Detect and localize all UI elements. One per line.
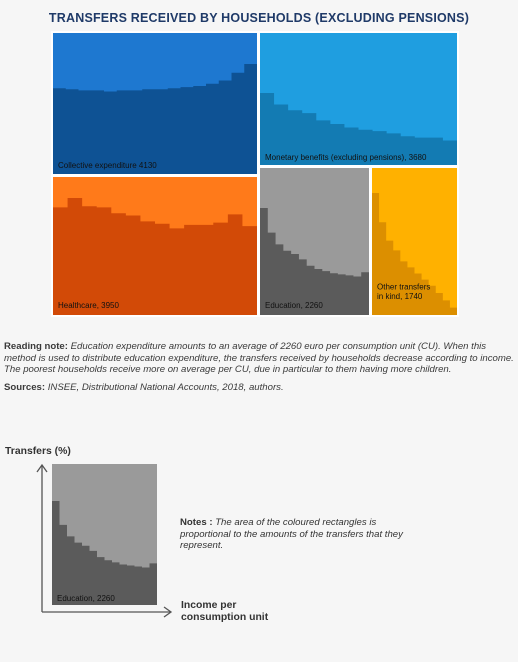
- reading-note-label: Reading note:: [4, 341, 68, 352]
- chart-title: TRANSFERS RECEIVED BY HOUSEHOLDS (EXCLUD…: [48, 11, 470, 25]
- block-label: Other transfers in kind, 1740: [377, 283, 430, 302]
- treemap-block-4: Other transfers in kind, 1740: [372, 168, 457, 315]
- distribution-profile: [372, 193, 457, 315]
- reading-note-text: Education expenditure amounts to an aver…: [4, 341, 514, 376]
- sources-text: INSEE, Distributional National Accounts,…: [47, 381, 284, 393]
- distribution-profile: [260, 93, 457, 165]
- legend-y-axis-label: Transfers (%): [5, 446, 71, 457]
- block-label: Monetary benefits (excluding pensions), …: [265, 153, 427, 162]
- reading-note: Reading note: Education expenditure amou…: [4, 341, 514, 376]
- treemap-chart: Collective expenditure 4130 Monetary bene…: [51, 31, 459, 317]
- block-label: Healthcare, 3950: [58, 301, 119, 310]
- sources-label: Sources:: [4, 381, 46, 393]
- sources-note: Sources: INSEE, Distributional National …: [4, 382, 514, 394]
- legend-note: Notes : The area of the coloured rectang…: [180, 517, 410, 552]
- legend-note-text: The area of the coloured rectangles is p…: [180, 517, 403, 552]
- legend-note-label: Notes :: [180, 517, 213, 528]
- distribution-profile: [260, 208, 369, 315]
- block-label: Collective expenditure 4130: [58, 161, 157, 170]
- treemap-block-1: Monetary benefits (excluding pensions), …: [260, 33, 457, 165]
- legend-diagram: Education, 2260: [36, 463, 173, 618]
- treemap-block-0: Collective expenditure 4130: [53, 33, 257, 174]
- distribution-profile: [53, 198, 257, 315]
- distribution-profile: [52, 501, 157, 605]
- block-label: Education, 2260: [57, 594, 115, 603]
- notes-section: Reading note: Education expenditure amou…: [4, 341, 514, 399]
- treemap-block-2: Healthcare, 3950: [53, 177, 257, 315]
- distribution-profile: [53, 64, 257, 174]
- block-label: Education, 2260: [265, 301, 323, 310]
- legend-axes: [36, 463, 173, 618]
- treemap-block-3: Education, 2260: [260, 168, 369, 315]
- legend-x-axis-label: Income per consumption unit: [181, 600, 269, 623]
- treemap-block-Education, 2260: Education, 2260: [52, 464, 157, 605]
